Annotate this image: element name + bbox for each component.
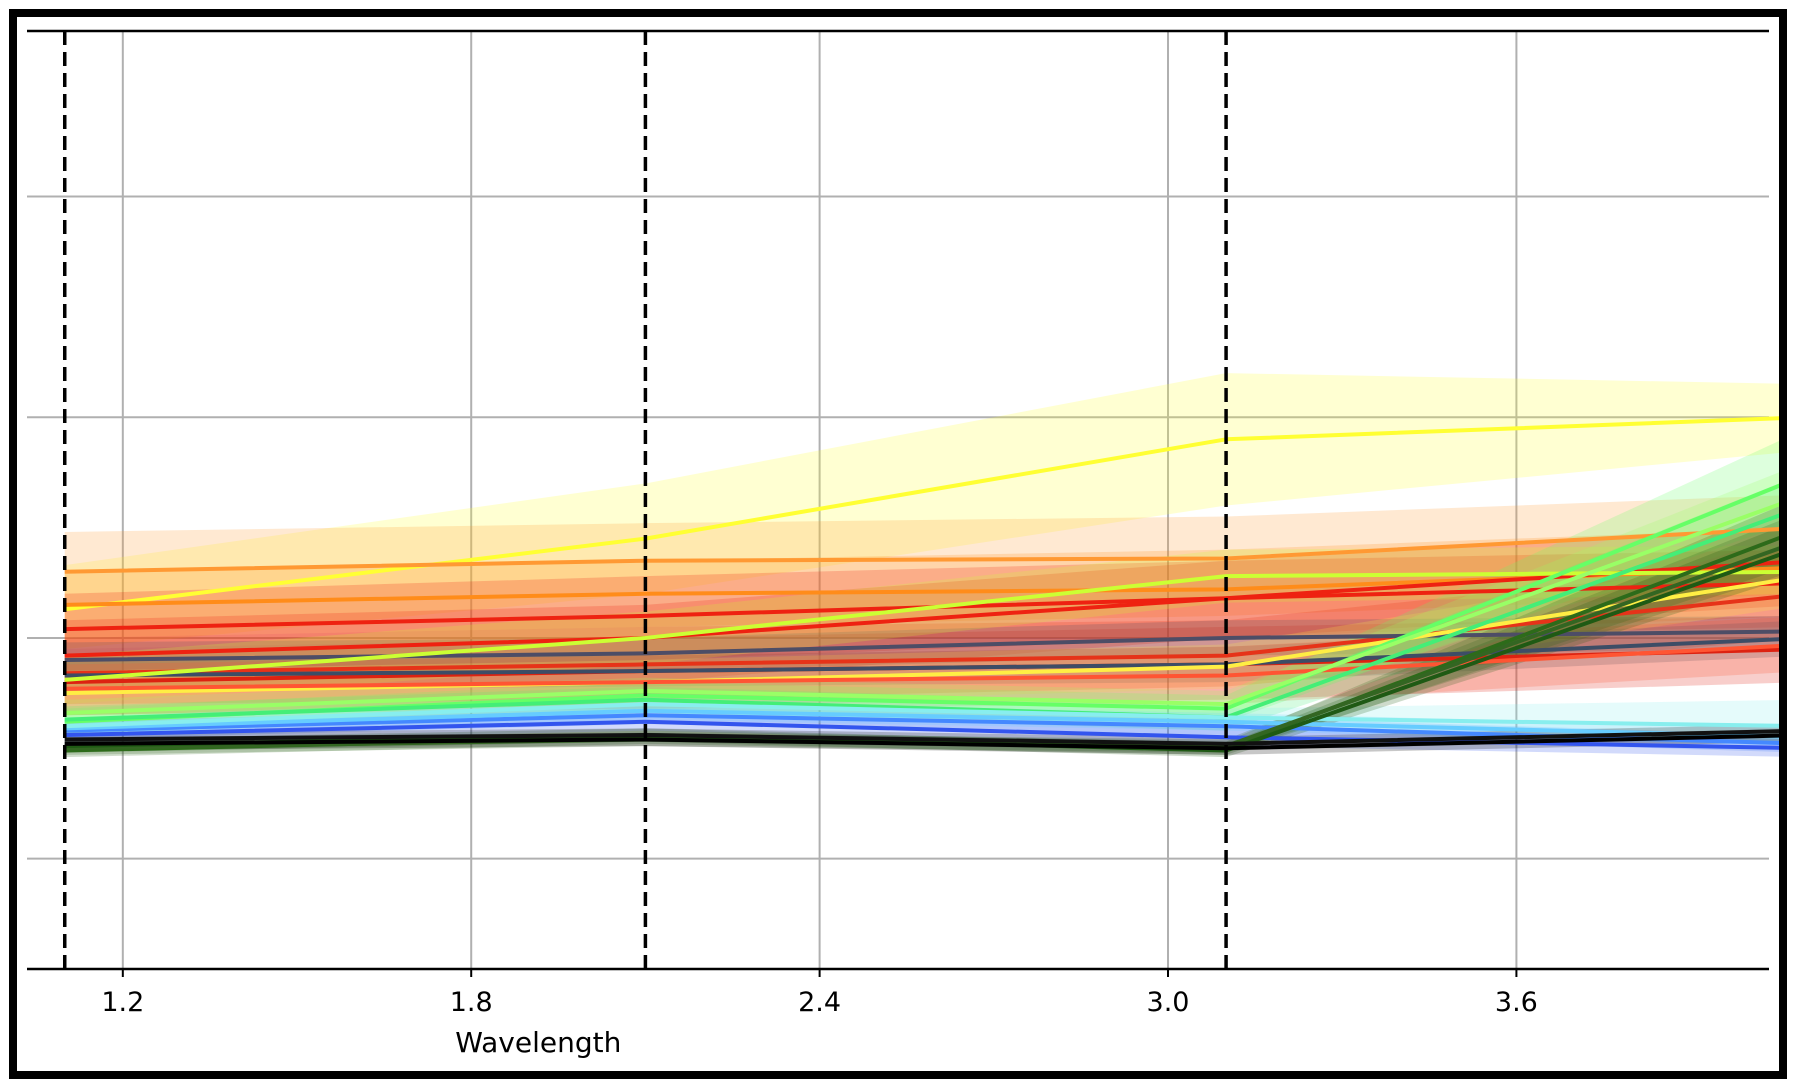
series-line-10	[64, 578, 1779, 696]
series-line-9	[64, 569, 1779, 682]
grid-layer	[27, 31, 1769, 969]
series-band-19	[64, 506, 1779, 758]
series-line-17	[64, 708, 1779, 739]
x-tick-labels: 1.2 1.8 2.4 3.0 3.6	[101, 969, 1538, 1018]
x-tick-label-0: 1.2	[101, 987, 144, 1018]
series-line-14	[64, 502, 1779, 715]
series-line-7	[64, 629, 1779, 663]
x-tick-label-4: 3.6	[1495, 987, 1538, 1018]
series-line-13	[64, 513, 1779, 722]
series-band-3	[64, 529, 1779, 672]
series-band-17	[64, 701, 1779, 746]
band-boundary-layer	[62, 31, 1228, 969]
x-tick-label-3: 3.0	[1147, 987, 1190, 1018]
series-line-8	[64, 637, 1779, 678]
series-line-1	[64, 527, 1779, 574]
chart-frame: 1.2 1.8 2.4 3.0 3.6 Wavelength	[9, 9, 1787, 1079]
series-line-22	[64, 733, 1779, 751]
series-band-1	[64, 495, 1779, 638]
series-line-6	[64, 594, 1779, 676]
series-line-11	[64, 644, 1779, 691]
series-band-0	[64, 373, 1779, 649]
series-line-23	[64, 729, 1779, 746]
series-line-0	[64, 416, 1779, 612]
axis-layer	[27, 29, 1769, 971]
x-tick-label-2: 2.4	[798, 987, 841, 1018]
x-axis-title: Wavelength	[455, 1026, 621, 1059]
line-chart: 1.2 1.8 2.4 3.0 3.6 Wavelength	[27, 29, 1779, 1059]
series-line-18	[64, 702, 1779, 729]
series-layer	[64, 416, 1779, 753]
series-line-15	[64, 713, 1779, 746]
series-band-20	[64, 520, 1779, 755]
x-tick-label-1: 1.8	[450, 987, 493, 1018]
